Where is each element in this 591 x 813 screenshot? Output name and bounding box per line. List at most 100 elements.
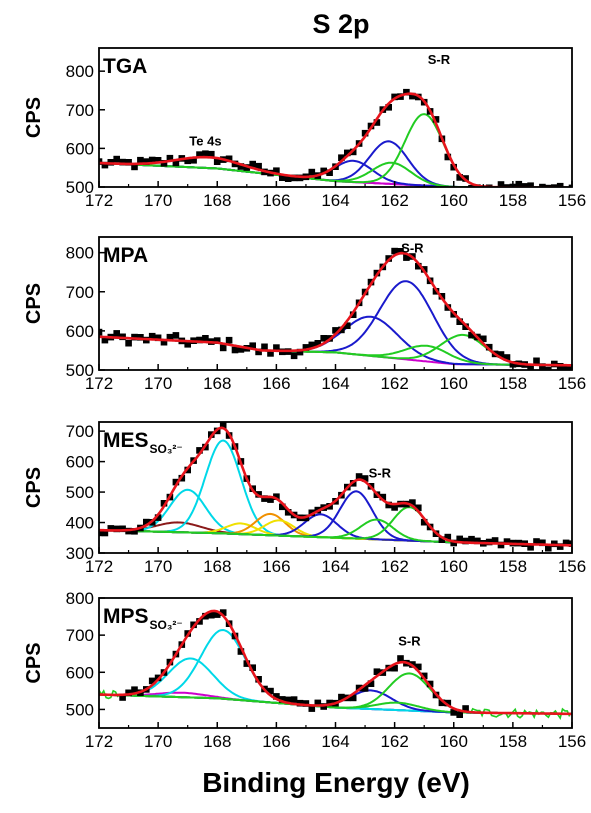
y-tick-label: 600	[66, 453, 94, 472]
data-point	[125, 689, 132, 697]
data-point	[99, 529, 103, 537]
x-tick-label: 160	[440, 191, 468, 210]
data-point	[385, 501, 392, 509]
data-point	[160, 160, 168, 167]
x-tick-label: 164	[321, 191, 349, 210]
data-point	[568, 540, 572, 547]
data-point	[290, 174, 298, 182]
data-point	[279, 174, 286, 181]
y-tick-label: 600	[66, 139, 94, 158]
data-point	[480, 335, 487, 343]
data-point	[409, 92, 416, 100]
data-point	[208, 150, 215, 158]
x-tick-label: 164	[321, 732, 349, 751]
y-axis-label: CPS	[23, 642, 45, 683]
y-tick-label: 400	[66, 514, 94, 533]
data-point	[426, 680, 434, 688]
y-tick-label: 500	[66, 483, 94, 502]
x-tick-label: 168	[203, 557, 231, 576]
data-point	[332, 327, 339, 334]
x-tick-label: 162	[380, 191, 408, 210]
data-point	[308, 705, 316, 712]
data-point	[503, 354, 511, 361]
data-point	[391, 504, 398, 511]
data-point	[119, 158, 126, 166]
x-tick-label: 170	[144, 732, 172, 751]
data-point	[444, 699, 452, 707]
data-point	[432, 116, 440, 123]
y-tick-label: 700	[66, 283, 94, 302]
y-tick-label: 700	[66, 626, 94, 645]
x-tick-label: 162	[380, 557, 408, 576]
data-point	[468, 331, 475, 339]
component-peak-sr	[99, 506, 572, 547]
data-point	[444, 153, 452, 161]
component-peak-sulfonate	[99, 439, 572, 547]
peak-annotation: S-R	[398, 634, 421, 649]
x-tick-label: 160	[440, 557, 468, 576]
data-point	[101, 336, 109, 344]
data-point	[551, 184, 558, 187]
data-point	[415, 262, 422, 270]
y-tick-label: 600	[66, 663, 94, 682]
x-tick-label: 160	[440, 732, 468, 751]
data-point	[349, 311, 357, 318]
data-point	[338, 154, 345, 161]
data-point	[415, 663, 422, 671]
x-tick-label: 156	[558, 557, 586, 576]
data-point	[415, 504, 422, 512]
data-point	[237, 346, 245, 353]
x-tick-label: 166	[262, 191, 290, 210]
x-tick-label: 172	[85, 374, 113, 393]
data-point	[148, 332, 156, 340]
data-point	[409, 499, 416, 506]
x-tick-label: 162	[380, 732, 408, 751]
y-tick-label: 600	[66, 322, 94, 341]
x-tick-label: 164	[321, 374, 349, 393]
data-point	[225, 155, 233, 163]
data-point	[438, 536, 446, 543]
x-tick-label: 172	[85, 557, 113, 576]
data-point	[527, 182, 534, 187]
data-point	[296, 348, 304, 356]
data-point	[148, 156, 156, 164]
data-point	[154, 514, 162, 521]
data-point	[468, 184, 475, 187]
data-point	[249, 160, 256, 168]
data-point	[202, 612, 209, 620]
data-point	[119, 694, 126, 701]
data-point	[545, 184, 552, 187]
peak-annotation: S-R	[369, 465, 392, 480]
y-axis-label: CPS	[23, 283, 45, 324]
data-point	[125, 339, 132, 347]
data-point	[308, 341, 316, 349]
data-point	[556, 543, 564, 550]
data-point	[545, 366, 552, 370]
x-tick-label: 158	[499, 732, 527, 751]
plot-area	[99, 88, 572, 187]
data-point	[533, 357, 540, 365]
data-point	[438, 699, 446, 707]
data-point	[344, 149, 351, 157]
peak-annotation: Te 4s	[189, 133, 221, 148]
data-point	[527, 544, 534, 551]
data-point	[367, 680, 375, 687]
data-point	[474, 537, 481, 545]
data-point	[361, 129, 369, 137]
data-point	[213, 611, 221, 618]
data-point	[172, 332, 180, 339]
sample-label: MES	[103, 429, 149, 452]
data-point	[113, 330, 120, 337]
data-point	[533, 538, 540, 545]
y-tick-label: 800	[66, 62, 94, 81]
data-point	[403, 254, 410, 261]
data-point	[219, 344, 227, 352]
y-tick-label: 700	[66, 422, 94, 441]
data-point	[143, 518, 150, 526]
data-point	[202, 150, 209, 157]
data-point	[568, 365, 572, 370]
panel-mes: 172 170 168 166 164 162 160 158 156 300 400 500 600 7…	[23, 421, 586, 576]
data-point	[545, 544, 552, 552]
panel-mps: 172 170 168 166 164 162 160 158 156 500 600 700 800 C…	[23, 589, 586, 751]
data-point	[385, 104, 392, 111]
